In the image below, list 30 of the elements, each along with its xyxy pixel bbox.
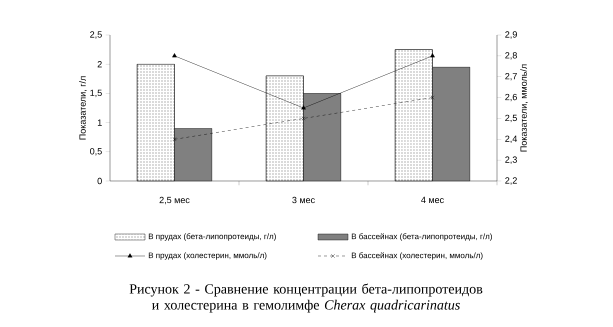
point [172,137,176,142]
y2-axis-title: Показатели, ммоль/л [520,64,528,152]
y2-tick-label: 2,2 [505,177,517,185]
y-tick-label: 1 [98,120,102,126]
y2-tick-label: 2,3 [505,156,517,164]
x-tick-label: 2,5 мес [160,196,190,204]
y-axis-title: Показатели, г/л [79,76,87,140]
point [430,53,435,58]
point [302,116,306,120]
y2-tick-label: 2,8 [505,52,517,60]
text: Рисунок 2 - Сравнение концентрации бета-липопротеидов и холестерина в гемолимфе Cherax quadricarinatus [130,284,482,312]
y2-tick-label: 2,5 [505,114,517,122]
legend-label: В бассейнах (бета-липопротеиды, г/л) [352,233,492,241]
point [301,105,306,110]
y-tick-label: 2,5 [90,31,102,39]
x-tick-label: 3 мес [292,196,315,204]
y2-tick-label: 2,7 [505,73,517,80]
y2-tick-label: 2,4 [505,136,518,143]
y-tick-label: 1,5 [90,90,102,98]
y2-tick-label: 2,9 [505,31,517,39]
point [172,53,177,58]
y2-tick-label: 2,6 [505,94,517,102]
x-tick-label: 4 мес [421,196,444,204]
legend-label: В бассейнах (холестерин, ммоль/л) [352,252,483,260]
y-tick-label: 0 [98,178,102,184]
y-tick-label: 0,5 [90,148,102,156]
legend-label: В прудах (бета-липопротеиды, г/л) [148,233,276,241]
point [430,96,434,100]
y-tick-label: 2 [98,61,102,68]
legend-label: В прудах (холестерин, ммоль/л) [148,252,266,260]
